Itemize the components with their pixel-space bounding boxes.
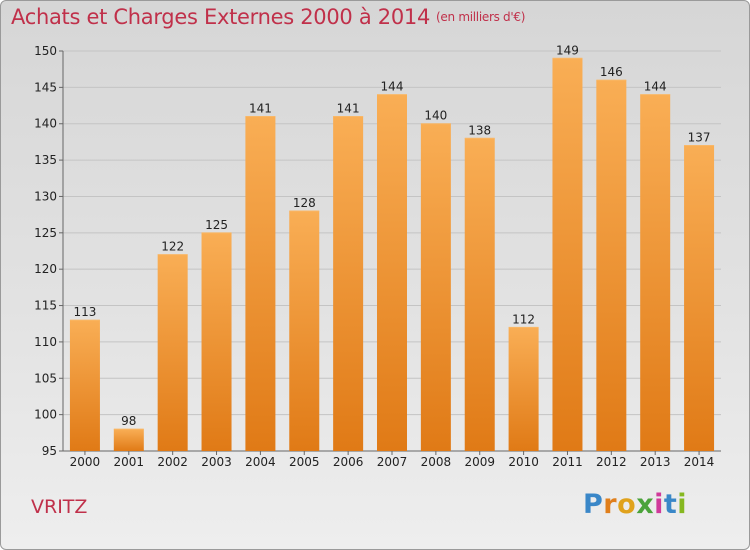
x-tick-label: 2008 [421,455,452,469]
logo-letter: r [603,489,618,520]
x-tick-label: 2005 [289,455,320,469]
y-tick-label: 95 [42,444,57,458]
x-tick-label: 2000 [70,455,101,469]
x-tick-label: 2001 [114,455,145,469]
value-label: 140 [424,109,447,123]
y-tick-label: 105 [34,371,57,385]
bar [420,123,451,452]
y-tick-label: 100 [34,408,57,422]
bar [640,94,671,452]
y-tick-label: 110 [34,335,57,349]
x-tick-label: 2013 [640,455,671,469]
logo-letter: i [654,489,664,520]
value-label: 141 [249,101,272,115]
logo-letter: P [583,489,604,520]
value-label: 137 [688,131,711,145]
x-tick-label: 2014 [684,455,715,469]
x-tick-label: 2002 [157,455,188,469]
bars [69,57,715,452]
logo-letter: x [636,489,655,520]
bar [684,145,715,451]
value-label: 138 [468,123,491,137]
bar [596,80,627,451]
x-tick-label: 2012 [596,455,627,469]
bar [377,94,407,452]
value-label: 149 [556,43,579,57]
labels: 95 100 105 110 115 120 125 130 135 140 145 150 113 20… [34,43,714,469]
value-label: 98 [121,414,136,428]
value-label: 125 [205,218,228,232]
bar [245,116,276,452]
value-label: 128 [293,196,316,210]
y-tick-label: 150 [34,44,57,58]
bar [201,232,232,451]
bar [113,429,144,451]
x-tick-label: 2006 [333,455,364,469]
y-tick-label: 135 [34,153,57,167]
y-tick-label: 130 [34,189,57,203]
bar [69,320,100,451]
y-tick-label: 120 [34,262,57,276]
bar [552,58,583,451]
value-label: 113 [73,305,96,319]
logo-letter: t [663,489,678,520]
bar [289,211,320,451]
value-label: 146 [600,65,623,79]
y-tick-label: 140 [34,117,57,131]
bar [508,327,539,451]
bar [464,138,495,452]
y-tick-label: 145 [34,80,57,94]
y-tick-label: 125 [34,226,57,240]
value-label: 144 [644,80,667,94]
value-label: 122 [161,240,184,254]
value-label: 112 [512,312,535,326]
y-tick-label: 115 [34,299,57,313]
chart-title: Achats et Charges Externes 2000 à 2014 (e… [11,5,525,29]
title-text: Achats et Charges Externes 2000 à 2014 [11,5,431,29]
x-tick-label: 2004 [245,455,276,469]
x-tick-label: 2009 [464,455,495,469]
commune-name: VRITZ [31,496,88,518]
x-tick-label: 2003 [201,455,232,469]
x-tick-label: 2011 [552,455,583,469]
proxiti-logo: Proxiti [583,489,687,520]
bar [157,254,188,451]
logo-letter: o [617,489,637,520]
value-label: 141 [337,101,360,115]
x-tick-label: 2010 [508,455,539,469]
logo-letter: i [677,489,688,520]
unit-label: (en milliers d'€) [436,10,526,24]
value-label: 144 [381,80,404,94]
x-tick-label: 2007 [377,455,408,469]
bar [333,116,364,452]
